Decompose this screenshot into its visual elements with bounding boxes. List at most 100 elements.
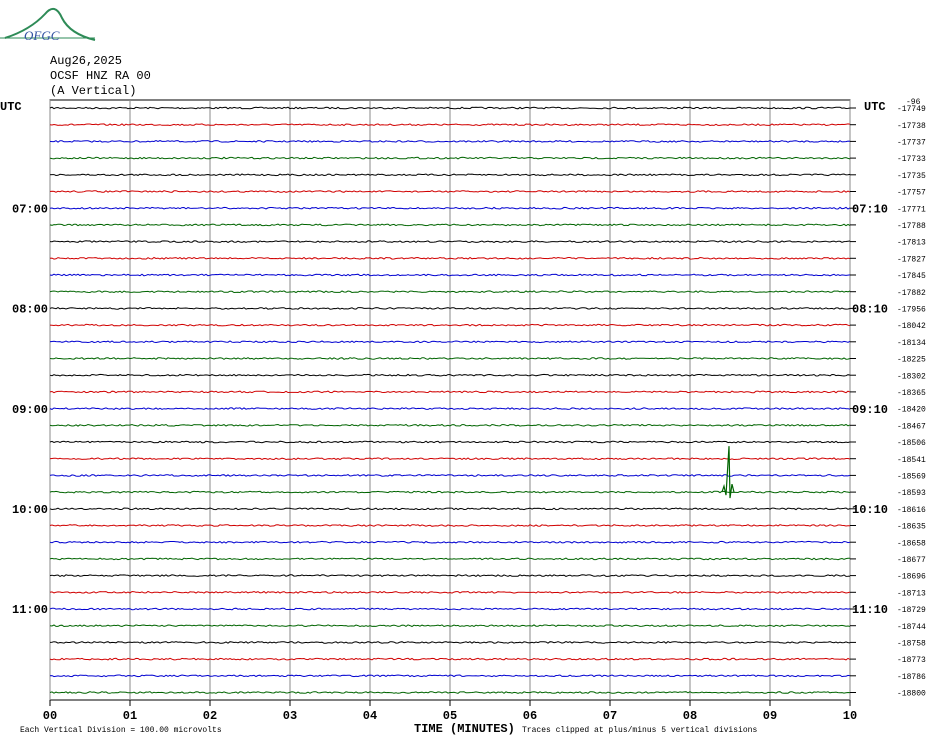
offset-label: -18696 bbox=[897, 573, 926, 582]
offset-label: -18225 bbox=[897, 356, 926, 365]
logo-text: OFGC bbox=[24, 28, 60, 43]
offset-label: -18506 bbox=[897, 439, 926, 448]
trace bbox=[49, 574, 851, 578]
offset-label: -18677 bbox=[897, 556, 926, 565]
offset-label: -17788 bbox=[897, 222, 926, 231]
right-time: 11:10 bbox=[852, 603, 888, 617]
trace bbox=[49, 540, 851, 544]
right-time: 08:10 bbox=[852, 303, 888, 317]
trace bbox=[49, 173, 851, 177]
offset-label: -17882 bbox=[897, 289, 926, 298]
trace bbox=[49, 357, 851, 360]
trace bbox=[49, 373, 851, 377]
trace bbox=[49, 340, 851, 344]
offset-label: -18786 bbox=[897, 673, 926, 682]
event-spike bbox=[721, 446, 735, 499]
offset-label: -17827 bbox=[897, 255, 926, 264]
x-tick-label: 02 bbox=[203, 709, 217, 723]
trace bbox=[49, 691, 851, 694]
offset-label: -17738 bbox=[897, 122, 926, 131]
clip-note: Traces clipped at plus/minus 5 vertical … bbox=[522, 726, 757, 735]
offset-label: -17757 bbox=[897, 189, 926, 198]
trace bbox=[49, 240, 851, 244]
right-time: 10:10 bbox=[852, 503, 888, 517]
left-time: 08:00 bbox=[12, 303, 48, 317]
offset-label: -18758 bbox=[897, 640, 926, 649]
x-tick-label: 01 bbox=[123, 709, 137, 723]
offset-label: -17749 bbox=[897, 105, 926, 114]
x-tick-label: 07 bbox=[603, 709, 617, 723]
trace bbox=[49, 390, 851, 394]
left-utc: UTC bbox=[0, 100, 22, 114]
offset-label: -18713 bbox=[897, 589, 926, 598]
date: Aug26,2025 bbox=[50, 54, 122, 68]
offset-label: -18134 bbox=[897, 339, 926, 348]
offset-label: -18616 bbox=[897, 506, 926, 515]
offset-label: -18569 bbox=[897, 473, 926, 482]
top-note: -96 bbox=[906, 98, 921, 107]
trace bbox=[49, 624, 851, 628]
station: OCSF HNZ RA 00 bbox=[50, 69, 151, 83]
trace bbox=[49, 139, 851, 143]
offset-label: -18365 bbox=[897, 389, 926, 398]
trace bbox=[49, 557, 850, 561]
trace bbox=[49, 607, 851, 611]
offset-label: -18773 bbox=[897, 656, 926, 665]
offset-label: -18800 bbox=[897, 690, 926, 699]
offset-label: -17733 bbox=[897, 155, 926, 164]
trace bbox=[49, 256, 851, 260]
offset-label: -18467 bbox=[897, 422, 926, 431]
trace bbox=[49, 423, 851, 427]
left-time: 10:00 bbox=[12, 503, 48, 517]
trace bbox=[49, 657, 851, 661]
x-tick-label: 06 bbox=[523, 709, 537, 723]
x-tick-label: 09 bbox=[763, 709, 777, 723]
right-time: 09:10 bbox=[852, 403, 888, 417]
trace bbox=[49, 290, 851, 294]
offset-label: -18420 bbox=[897, 406, 926, 415]
offset-label: -17737 bbox=[897, 139, 926, 148]
offset-label: -17735 bbox=[897, 172, 926, 181]
offset-label: -17956 bbox=[897, 306, 926, 315]
offset-label: -18744 bbox=[897, 623, 926, 632]
trace bbox=[49, 223, 851, 227]
trace bbox=[49, 674, 851, 678]
trace bbox=[49, 106, 851, 110]
trace bbox=[49, 474, 851, 477]
trace bbox=[49, 440, 851, 444]
left-time: 11:00 bbox=[12, 603, 48, 617]
trace bbox=[49, 273, 851, 277]
component: (A Vertical) bbox=[50, 84, 136, 98]
trace bbox=[49, 590, 851, 594]
offset-label: -18042 bbox=[897, 322, 926, 331]
x-tick-label: 00 bbox=[43, 709, 57, 723]
trace bbox=[49, 457, 851, 461]
x-tick-label: 05 bbox=[443, 709, 457, 723]
offset-label: -17845 bbox=[897, 272, 926, 281]
trace bbox=[49, 156, 851, 160]
right-time: 07:10 bbox=[852, 202, 888, 216]
offset-label: -18658 bbox=[897, 539, 926, 548]
x-tick-label: 04 bbox=[363, 709, 377, 723]
trace bbox=[49, 507, 851, 511]
x-tick-label: 08 bbox=[683, 709, 697, 723]
x-tick-label: 10 bbox=[843, 709, 857, 723]
logo-curve bbox=[4, 7, 96, 41]
x-title: TIME (MINUTES) bbox=[414, 722, 515, 736]
trace bbox=[49, 123, 851, 127]
offset-label: -18541 bbox=[897, 456, 926, 465]
offset-label: -18302 bbox=[897, 372, 926, 381]
trace bbox=[49, 490, 851, 494]
trace bbox=[49, 190, 851, 193]
left-time: 07:00 bbox=[12, 202, 48, 216]
offset-label: -17771 bbox=[897, 205, 926, 214]
offset-label: -18593 bbox=[897, 489, 926, 498]
trace bbox=[49, 206, 851, 210]
trace bbox=[49, 407, 851, 411]
x-tick-label: 03 bbox=[283, 709, 297, 723]
trace bbox=[49, 323, 851, 327]
trace bbox=[49, 307, 851, 310]
offset-label: -17813 bbox=[897, 239, 926, 248]
scale-note: Each Vertical Division = 100.00 microvol… bbox=[20, 726, 222, 735]
